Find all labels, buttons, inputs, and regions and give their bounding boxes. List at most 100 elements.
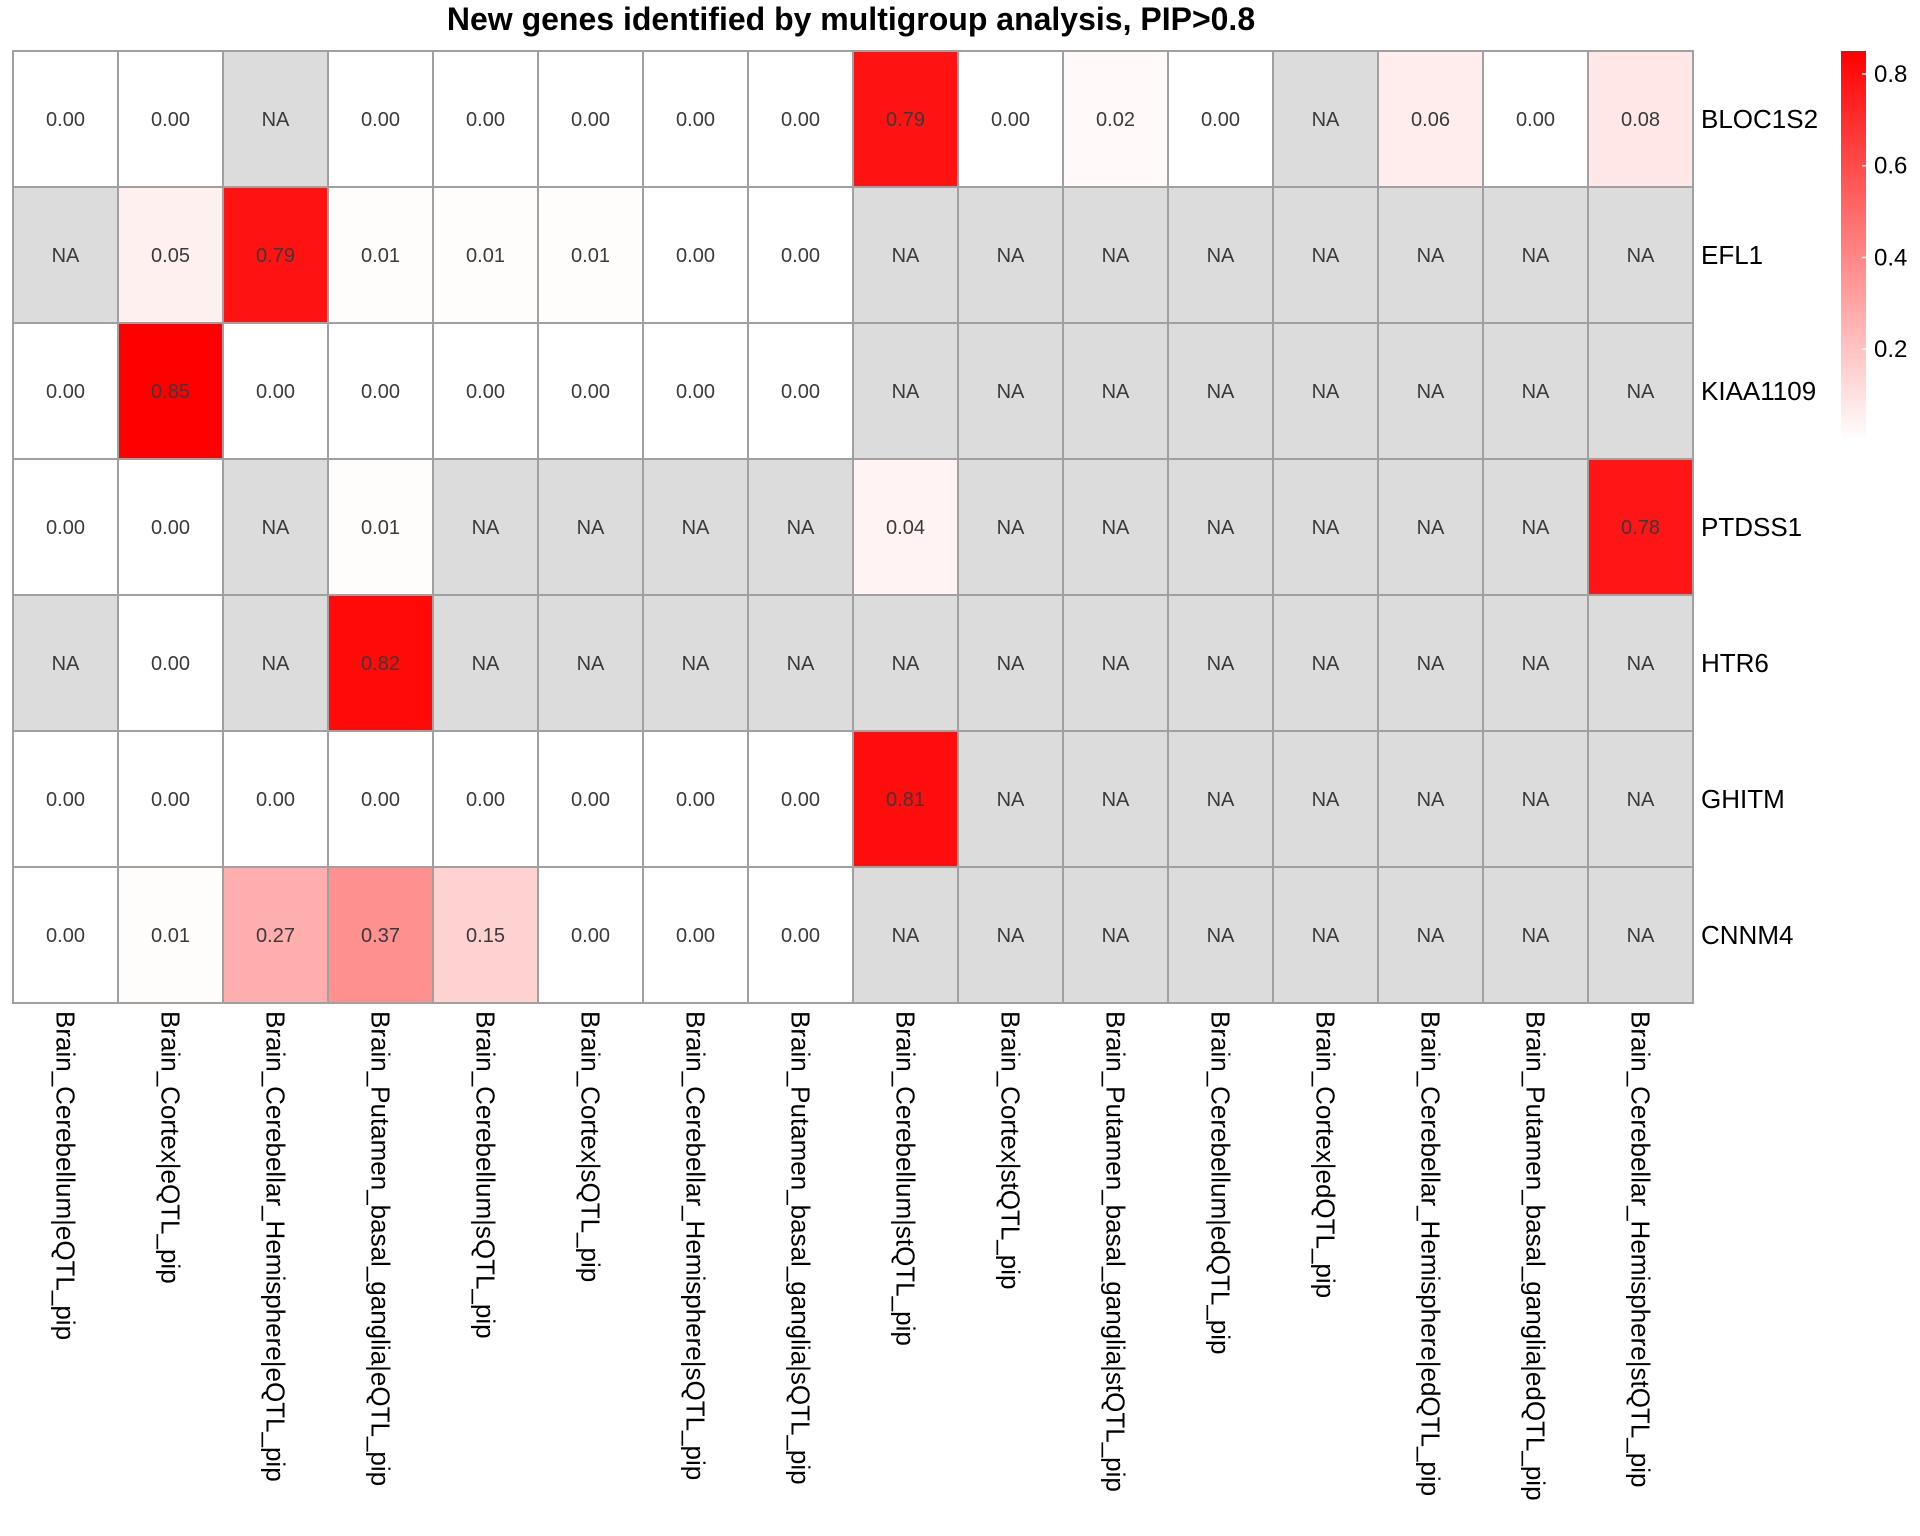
cell-value-label: 0.00 [361,789,400,811]
cell-value-label: NA [1522,245,1550,267]
cell-value-label: 0.00 [466,789,505,811]
heatmap-cell [12,866,119,1004]
legend-color-bar [1841,51,1866,441]
cell-value-label: NA [577,653,605,675]
cell-value-label: 0.01 [361,517,400,539]
cell-value-label: NA [472,517,500,539]
column-label: Brain_Cortex|stQTL_pip [996,1011,1026,1289]
cell-value-label: NA [1522,517,1550,539]
heatmap-cell [642,458,749,596]
cell-value-label: NA [1102,789,1130,811]
heatmap-cell [642,186,749,324]
heatmap-cell [1272,594,1379,732]
cell-value-label: NA [892,653,920,675]
column-label: Brain_Putamen_basal_ganglia|edQTL_pip [1521,1011,1551,1501]
row-label: PTDSS1 [1701,512,1802,542]
cell-value-label: NA [52,653,80,675]
heatmap-cell [957,322,1064,460]
heatmap-cell [117,866,224,1004]
heatmap-cell [327,322,434,460]
column-label: Brain_Cerebellar_Hemisphere|sQTL_pip [681,1011,711,1480]
cell-value-label: NA [1417,381,1445,403]
cell-value-label: NA [787,653,815,675]
heatmap-cell [1587,322,1694,460]
heatmap-cell [1587,458,1694,596]
cell-value-label: NA [1522,381,1550,403]
row-label: EFL1 [1701,240,1763,270]
cell-value-label: 0.00 [571,925,610,947]
heatmap-cell [222,594,329,732]
cell-value-label: 0.00 [1516,109,1555,131]
cell-value-label: 0.00 [46,109,85,131]
cell-value-label: NA [1522,925,1550,947]
cell-value-label: NA [1627,653,1655,675]
heatmap-cell [1482,186,1589,324]
cell-value-label: NA [1417,517,1445,539]
cell-value-label: 0.00 [46,789,85,811]
column-label: Brain_Cerebellar_Hemisphere|edQTL_pip [1416,1011,1446,1496]
cell-value-label: 0.01 [571,245,610,267]
cell-value-label: 0.00 [46,925,85,947]
cell-value-label: 0.00 [676,925,715,947]
heatmap-cell [1062,730,1169,868]
cell-value-label: NA [997,789,1025,811]
cell-value-label: NA [1627,925,1655,947]
cell-value-label: 0.27 [256,925,295,947]
heatmap-cell [117,186,224,324]
heatmap-cell [537,186,644,324]
cell-value-label: 0.04 [886,517,925,539]
cell-value-label: NA [997,381,1025,403]
cell-value-label: NA [1522,653,1550,675]
cell-value-label: 0.00 [676,381,715,403]
heatmap-cell [1062,866,1169,1004]
cell-value-label: NA [1207,517,1235,539]
cell-value-label: NA [997,925,1025,947]
cell-value-label: NA [682,517,710,539]
cell-value-label: NA [787,517,815,539]
heatmap-cell [327,730,434,868]
heatmap-cell [1272,458,1379,596]
cell-value-label: 0.01 [361,245,400,267]
cell-value-label: NA [1102,653,1130,675]
legend-tick-label: 0.4 [1874,244,1907,271]
heatmap-cell [222,730,329,868]
cell-value-label: 0.82 [361,653,400,675]
heatmap-cell [12,186,119,324]
heatmap-cell [117,594,224,732]
cell-value-label: 0.00 [466,109,505,131]
cell-value-label: NA [1522,789,1550,811]
cell-value-label: NA [1417,245,1445,267]
heatmap-cell [222,50,329,188]
heatmap-cell [1062,322,1169,460]
cell-value-label: NA [262,109,290,131]
cell-value-label: 0.00 [676,245,715,267]
cell-value-label: 0.37 [361,925,400,947]
heatmap-cell [747,730,854,868]
cell-value-label: 0.00 [151,789,190,811]
cell-value-label: 0.00 [781,381,820,403]
column-label: Brain_Putamen_basal_ganglia|stQTL_pip [1101,1011,1131,1492]
cell-value-label: 0.85 [151,381,190,403]
heatmap-cell [12,50,119,188]
cell-value-label: 0.00 [46,381,85,403]
cell-value-label: NA [1207,653,1235,675]
cell-value-label: NA [1312,109,1340,131]
heatmap-cell [1272,322,1379,460]
heatmap-cell [432,322,539,460]
heatmap-cell [537,458,644,596]
heatmap-cell [1587,866,1694,1004]
cell-value-label: 0.00 [676,789,715,811]
column-label: Brain_Cerebellum|edQTL_pip [1206,1011,1236,1355]
heatmap-cell [327,186,434,324]
cell-value-label: 0.06 [1411,109,1450,131]
heatmap-cell [432,458,539,596]
row-labels: BLOC1S2 EFL1 KIAA1109 PTDSS1 HTR6 GHITM CNNM4 [1701,104,1818,950]
heatmap-cell [1272,186,1379,324]
heatmap-cell [1482,730,1589,868]
heatmap-cell [1377,50,1484,188]
cell-value-label: 0.00 [991,109,1030,131]
cell-value-label: NA [262,517,290,539]
heatmap-cell [1482,866,1589,1004]
cell-value-label: NA [1312,925,1340,947]
cell-value-label: 0.15 [466,925,505,947]
